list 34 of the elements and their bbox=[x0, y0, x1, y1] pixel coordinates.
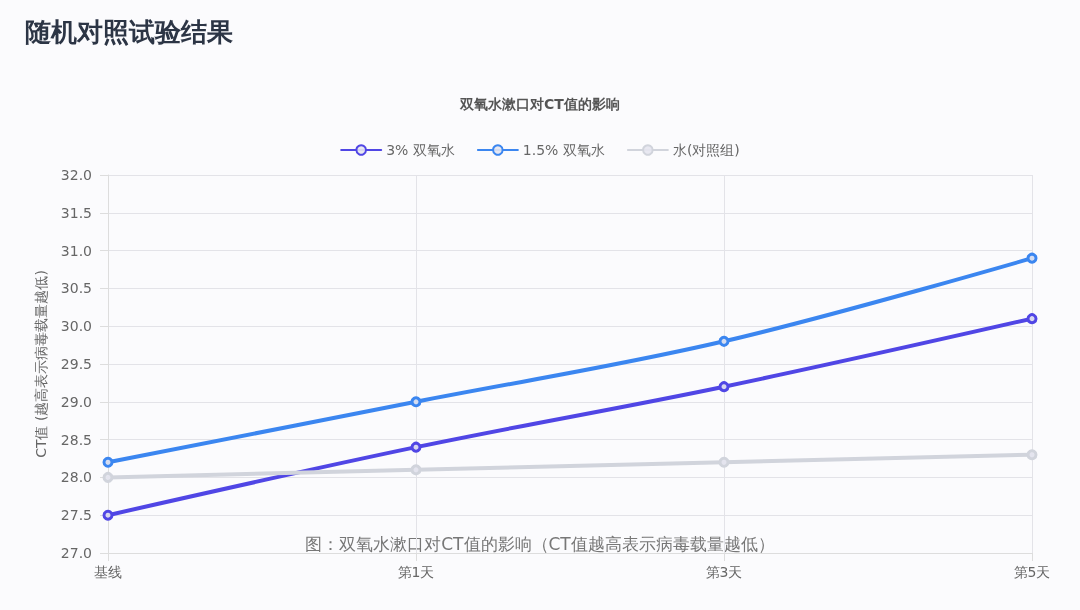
y-tick-label: 30.5 bbox=[60, 280, 92, 297]
point bbox=[718, 335, 730, 347]
point bbox=[1026, 449, 1038, 461]
y-tick-label: 27.0 bbox=[60, 545, 92, 561]
legend-label: 1.5% 双氧水 bbox=[522, 142, 605, 158]
point bbox=[102, 509, 114, 521]
annotation: 图：双氧水漱口对CT值的影响（CT值越高表示病毒载量越低） bbox=[305, 533, 775, 554]
legend-label: 3% 双氧水 bbox=[386, 142, 455, 158]
y-tick-label: 32.0 bbox=[60, 167, 92, 183]
y-axis-title: CT值 (越高表示病毒载量越低) bbox=[33, 270, 49, 458]
x-tick-label: 第5天 bbox=[1013, 564, 1051, 580]
x-tick-label: 基线 bbox=[94, 564, 122, 580]
point bbox=[410, 464, 422, 476]
point bbox=[410, 396, 422, 408]
point bbox=[1026, 252, 1038, 264]
y-tick-label: 28.5 bbox=[60, 431, 92, 448]
y-tick-label: 31.5 bbox=[60, 204, 92, 221]
point bbox=[1026, 313, 1038, 325]
x-tick-label: 第3天 bbox=[705, 564, 743, 580]
y-tick-label: 31.0 bbox=[60, 242, 92, 259]
point bbox=[102, 456, 114, 468]
y-tick-label: 29.5 bbox=[60, 356, 92, 372]
y-tick-label: 27.5 bbox=[60, 507, 92, 524]
point bbox=[410, 441, 422, 453]
y-tick-label: 28.0 bbox=[60, 469, 92, 486]
x-tick-label: 第1天 bbox=[397, 564, 435, 580]
chart-subtitle: 双氧水漱口对CT值的影响 bbox=[459, 96, 620, 112]
point bbox=[718, 456, 730, 468]
y-tick-label: 29.0 bbox=[60, 393, 92, 410]
chart-title: 随机对照试验结果 bbox=[25, 17, 233, 47]
y-tick-label: 30.0 bbox=[60, 318, 92, 335]
point bbox=[718, 381, 730, 393]
point bbox=[102, 471, 114, 483]
legend-label: 水(对照组) bbox=[672, 142, 740, 158]
